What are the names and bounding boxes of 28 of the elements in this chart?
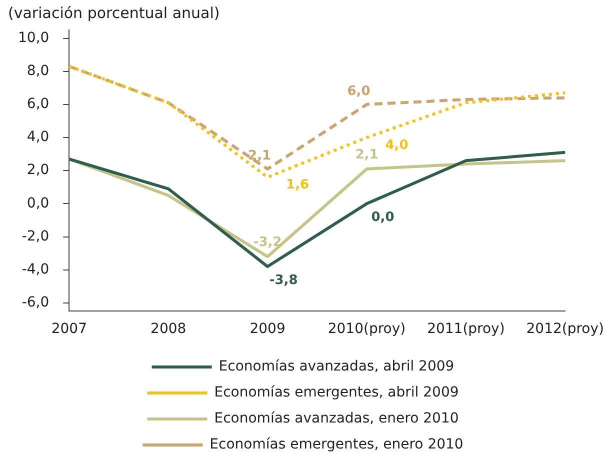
x-tick-label: 2011(proy) (427, 321, 505, 338)
x-tick-label: 2009 (250, 321, 286, 338)
data-label: -3,8 (269, 272, 298, 288)
data-label: 6,0 (347, 84, 370, 99)
legend-label: Economías emergentes, abril 2009 (214, 384, 459, 401)
data-label: 1,6 (286, 178, 310, 193)
y-tick-label: 4,0 (26, 129, 50, 146)
legend-label: Economías avanzadas, enero 2010 (214, 410, 459, 427)
data-label: 4,0 (385, 138, 408, 153)
data-label: 2,1 (355, 147, 378, 162)
y-tick-label: 2,0 (26, 162, 50, 178)
x-tick-label: 2012(proy) (526, 321, 604, 338)
y-tick-label: 8,0 (26, 62, 50, 79)
data-label: 0,0 (371, 210, 394, 226)
y-tick-label: 0,0 (26, 195, 50, 212)
chart-title: (variación porcentual anual) (8, 4, 220, 22)
legend-label: Economías emergentes, enero 2010 (210, 436, 464, 453)
y-tick-label: -2,0 (22, 228, 50, 244)
legend-label: Economías avanzadas, abril 2009 (218, 358, 454, 375)
y-tick-label: -4,0 (22, 261, 50, 278)
y-tick-label: -6,0 (22, 294, 50, 311)
data-label: 2,1 (248, 148, 272, 164)
x-tick-label: 2010(proy) (328, 321, 406, 338)
x-tick-label: 2008 (150, 321, 186, 338)
y-tick-label: 10,0 (18, 30, 50, 46)
data-label: -3,2 (253, 234, 282, 250)
x-tick-label: 2007 (51, 321, 87, 338)
y-tick-label: 6,0 (26, 96, 50, 112)
